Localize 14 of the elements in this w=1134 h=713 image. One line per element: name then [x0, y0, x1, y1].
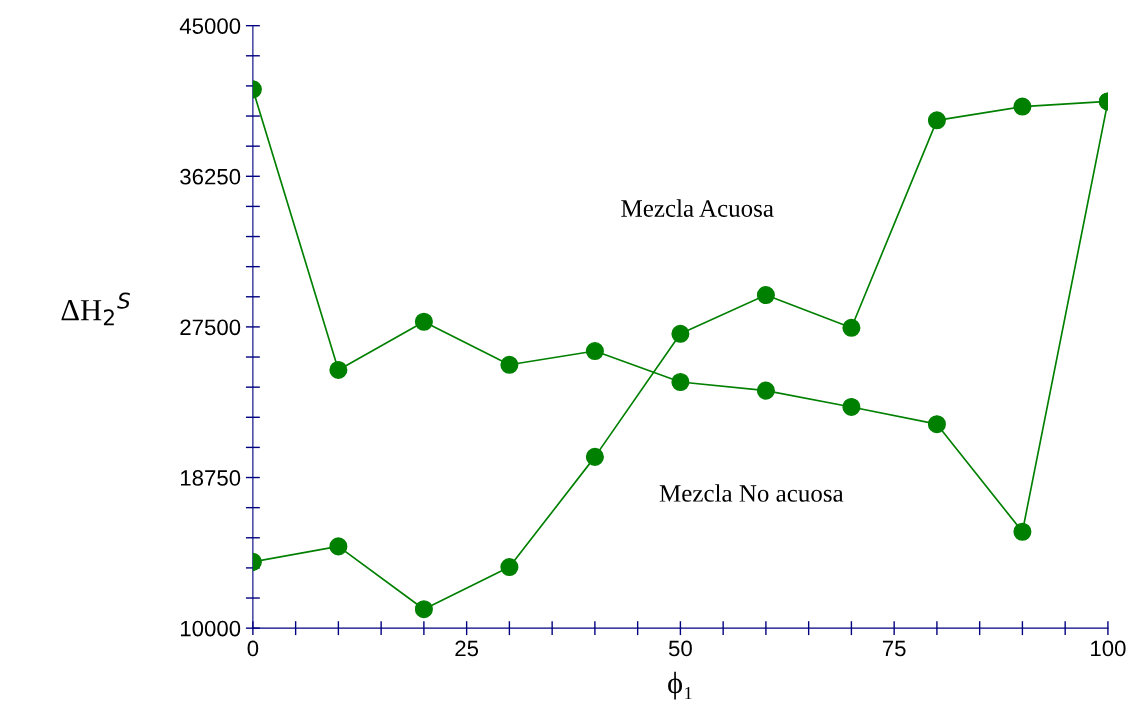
x-tick-label: 0: [247, 640, 259, 657]
y-tick-label: 27500: [180, 319, 241, 336]
x-tick-label: 100: [1091, 640, 1126, 657]
x-tick-label: 25: [455, 640, 479, 657]
y-tick-label: 36250: [180, 168, 241, 185]
y-tick-label: 45000: [179, 18, 241, 34]
x-tick-label: 50: [668, 640, 692, 657]
y-tick-label: 10000: [180, 620, 241, 637]
annotation: Mezcla No acuosa: [659, 484, 844, 502]
annotation: Mezcla Acuosa: [621, 199, 774, 217]
y-axis-title: ΔH$_{2}$$^{S}$: [61, 292, 130, 326]
y-tick-label: 18750: [180, 470, 241, 486]
x-axis-title: ϕ₁: [668, 671, 692, 700]
x-tick-label: 75: [882, 640, 906, 657]
